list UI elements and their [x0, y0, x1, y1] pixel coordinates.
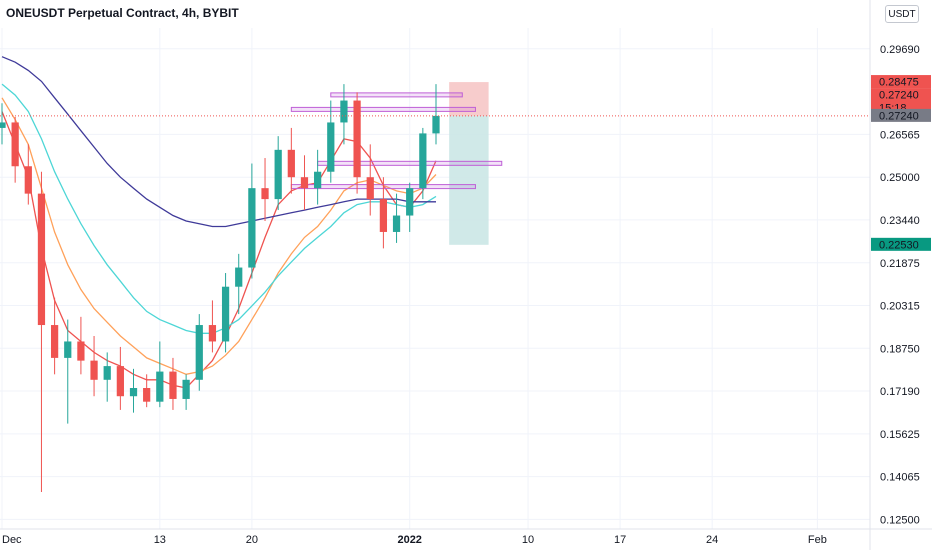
price-tick-label: 0.25000: [880, 172, 920, 184]
candle-body: [129, 388, 138, 397]
candle-body: [432, 115, 440, 134]
price-badge-marker: [871, 108, 931, 122]
moving-average-ma_long: [1, 56, 436, 228]
candle-body: [169, 371, 177, 399]
zone-box: [330, 92, 463, 98]
time-tick-label: 13: [154, 534, 166, 546]
moving-averages: [1, 56, 437, 389]
candle-body: [327, 122, 335, 172]
moving-average-ma_fast: [1, 111, 437, 389]
candle-body: [287, 149, 295, 178]
zone-box: [317, 160, 503, 166]
price-tick-label: 0.29690: [880, 44, 920, 56]
position-target-area: [449, 82, 489, 116]
chart-title: ONEUSDT Perpetual Contract, 4h, BYBIT: [6, 6, 239, 20]
price-badge-target: [871, 75, 931, 89]
time-tick-label: 2022: [397, 534, 421, 546]
time-tick-label: Dec: [2, 534, 22, 546]
price-tick-label: 0.12500: [880, 514, 920, 526]
candle-body: [50, 325, 59, 358]
time-tick-label: 24: [706, 534, 718, 546]
candle-body: [116, 366, 124, 397]
zone-box: [290, 106, 476, 112]
candle-body: [274, 149, 282, 200]
candle-body: [419, 133, 427, 189]
candle-body: [366, 177, 374, 200]
time-tick-label: 17: [614, 534, 626, 546]
moving-average-ma_mid: [1, 97, 437, 375]
candle-body: [392, 215, 401, 232]
price-tick-label: 0.15625: [880, 429, 920, 441]
candle-body: [300, 177, 309, 189]
candle-body: [24, 166, 32, 194]
candle-body: [90, 360, 98, 380]
price-tick-label: 0.18750: [880, 343, 920, 355]
candle-body: [37, 193, 46, 326]
time-tick-label: Feb: [808, 534, 827, 546]
candle-body: [261, 188, 269, 200]
candle-body: [235, 267, 243, 287]
candle-body: [379, 199, 388, 232]
time-tick-label: 20: [246, 534, 258, 546]
price-axis[interactable]: 0.29690 0.26565 0.25000 0.23440 0.21875 0.203…: [869, 0, 920, 550]
candle-body: [103, 366, 111, 380]
candle-body: [0, 122, 6, 128]
currency-selector[interactable]: USDT: [885, 5, 919, 23]
price-tick-label: 0.20315: [880, 300, 920, 312]
candle-body: [195, 325, 203, 380]
candle-body: [143, 388, 151, 402]
candle-body: [208, 325, 217, 342]
price-badge-label: 0.22530: [879, 239, 919, 251]
position-tool[interactable]: [449, 82, 489, 245]
price-tick-label: 0.17190: [880, 386, 920, 398]
price-tick-label: 0.21875: [880, 258, 920, 270]
chart-grid: [0, 28, 870, 529]
price-badge-label: 0.28475: [879, 77, 919, 89]
time-axis[interactable]: Dec 13 20 2022 10 17 24 Feb: [0, 528, 932, 546]
candle-body: [182, 379, 190, 399]
price-tick-label: 0.26565: [880, 129, 920, 141]
candle-body: [248, 188, 256, 268]
price-badge-label: 0.27240: [879, 90, 919, 102]
position-stop-area: [449, 115, 489, 245]
candle-body: [64, 341, 72, 358]
candle-body: [156, 371, 164, 402]
candle-body: [314, 171, 322, 189]
candle-body: [340, 100, 348, 123]
candle-body: [406, 188, 414, 216]
candle-body: [353, 100, 361, 178]
candles: [0, 84, 440, 493]
price-badge-stop: [871, 237, 931, 251]
candle-body: [77, 341, 85, 361]
moving-average-ma_slow: [1, 83, 437, 334]
price-badge-label: 0.27240: [879, 110, 919, 122]
price-tick-label: 0.14065: [880, 472, 920, 484]
candle-body: [221, 286, 230, 342]
time-tick-label: 10: [522, 534, 534, 546]
price-tick-label: 0.23440: [880, 215, 920, 227]
candle-body: [11, 122, 19, 167]
